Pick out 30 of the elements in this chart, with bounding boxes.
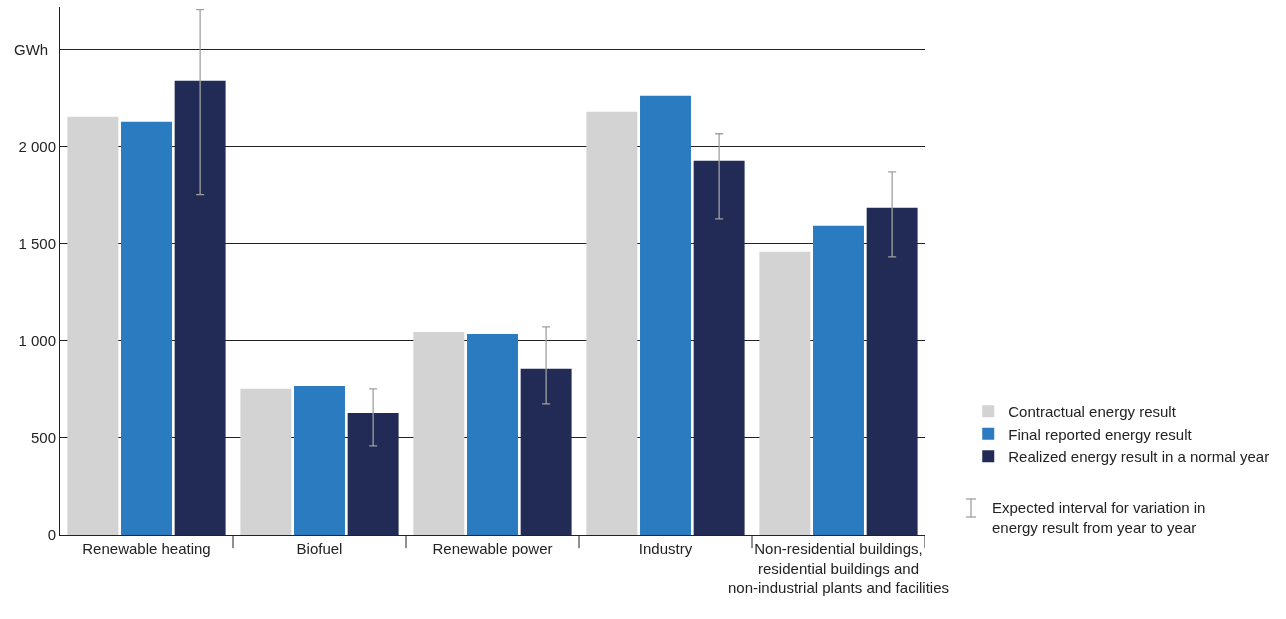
y-axis-title: GWh <box>14 41 49 58</box>
bar <box>240 388 292 535</box>
x-tick-label: Non-residential buildings, residential buildings and non-industrial plants and facilities <box>728 540 949 596</box>
x-tick-label: Renewable power <box>432 540 553 557</box>
legend-label: Contractual energy result <box>1008 403 1177 421</box>
bar <box>347 412 399 535</box>
bar <box>467 333 518 535</box>
y-tick-label: 0 <box>47 526 56 544</box>
y-tick-label: 500 <box>30 429 56 447</box>
bar <box>121 121 172 535</box>
x-tick-label: Industry <box>638 540 693 557</box>
bar <box>640 95 691 535</box>
legend-label: Realized energy result in a normal year <box>1008 448 1270 466</box>
x-tick-label: Renewable heating <box>82 540 211 557</box>
bar <box>866 207 918 535</box>
y-tick-label: 1 500 <box>18 235 56 253</box>
legend-label: Final reported energy result <box>1008 425 1193 443</box>
text: Expected interval for variation in energy result from year to year <box>992 499 1206 536</box>
bar <box>67 116 119 535</box>
bar <box>759 251 811 535</box>
bar <box>813 225 864 535</box>
x-tick-label: Biofuel <box>296 540 343 557</box>
y-tick-label: 1 000 <box>18 332 56 350</box>
bar <box>693 160 745 535</box>
bar <box>586 111 638 535</box>
bar <box>413 331 465 535</box>
y-tick-label: 2 000 <box>18 138 56 156</box>
bar <box>174 80 226 535</box>
bar <box>520 368 572 535</box>
bar <box>294 385 345 535</box>
